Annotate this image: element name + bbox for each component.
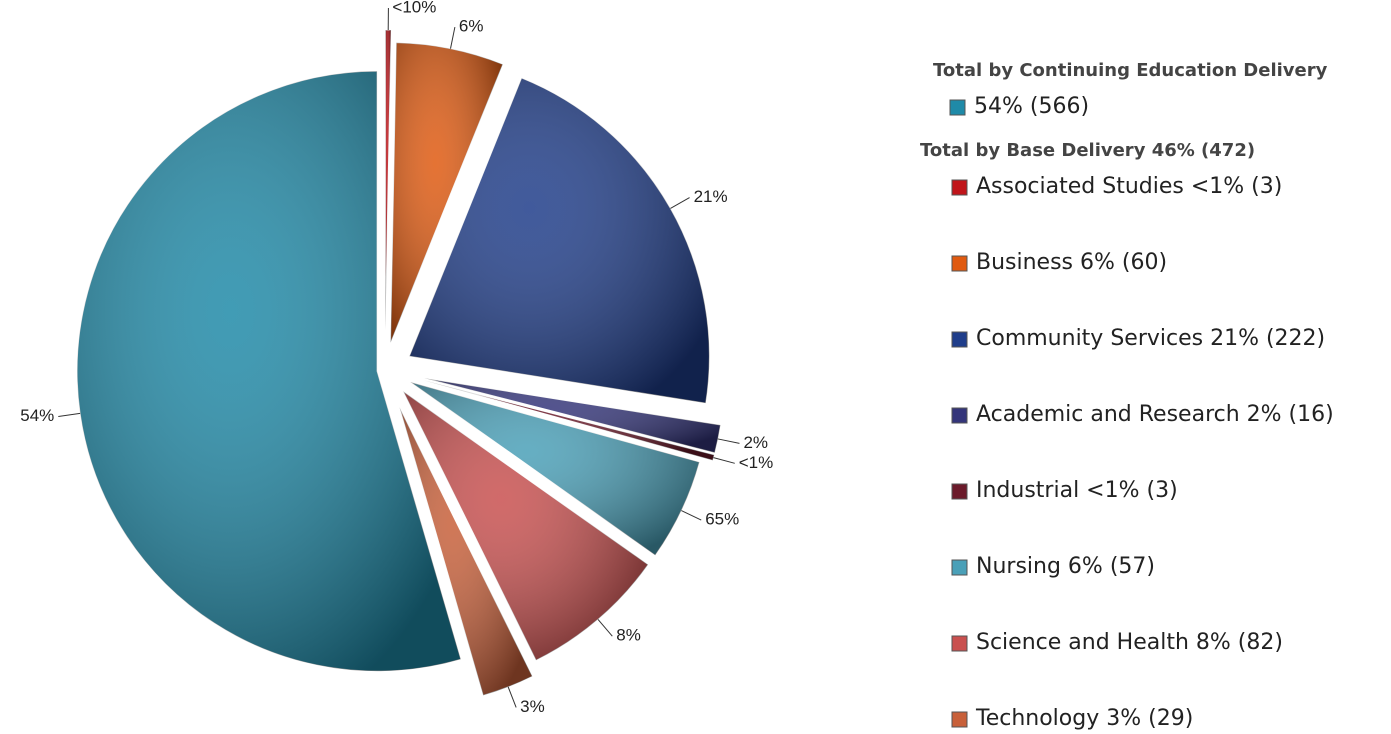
legend-swatch <box>951 255 968 272</box>
legend-swatch <box>951 635 968 652</box>
leader-line <box>507 686 517 708</box>
legend-heading: Total by Continuing Education Delivery <box>933 60 1328 81</box>
legend-swatch <box>951 559 968 576</box>
legend-heading: Total by Base Delivery 46% (472) <box>920 140 1255 161</box>
leader-line <box>681 510 702 521</box>
data-label: 6% <box>459 17 484 36</box>
legend-label: 54% (566) <box>974 94 1089 119</box>
leader-line <box>58 412 81 417</box>
leader-line <box>713 457 735 464</box>
data-label: 2% <box>743 433 768 452</box>
legend-label: Nursing 6% (57) <box>976 554 1155 579</box>
legend-swatch <box>951 711 968 728</box>
legend-swatch <box>951 331 968 348</box>
leader-line <box>450 26 456 49</box>
legend-swatch <box>949 99 966 116</box>
legend-label: Business 6% (60) <box>976 250 1167 275</box>
data-label: 3% <box>520 697 545 716</box>
legend-label: Community Services 21% (222) <box>976 326 1325 351</box>
leader-line <box>670 197 690 209</box>
leader-line <box>597 619 613 637</box>
legend-swatch <box>951 179 968 196</box>
leader-line <box>717 438 740 444</box>
data-label: <10% <box>392 0 436 17</box>
data-label: <1% <box>739 453 774 472</box>
data-label: 8% <box>616 626 641 645</box>
legend-label: Industrial <1% (3) <box>976 478 1178 503</box>
legend-label: Technology 3% (29) <box>975 706 1193 731</box>
legend-label: Science and Health 8% (82) <box>976 630 1283 655</box>
data-label: 54% <box>20 406 54 425</box>
legend-label: Academic and Research 2% (16) <box>976 402 1334 427</box>
legend-label: Associated Studies <1% (3) <box>976 174 1282 199</box>
pie-slice <box>384 29 392 331</box>
legend-swatch <box>951 483 968 500</box>
data-label: 21% <box>694 187 728 206</box>
data-label: 65% <box>705 510 739 529</box>
legend-swatch <box>951 407 968 424</box>
